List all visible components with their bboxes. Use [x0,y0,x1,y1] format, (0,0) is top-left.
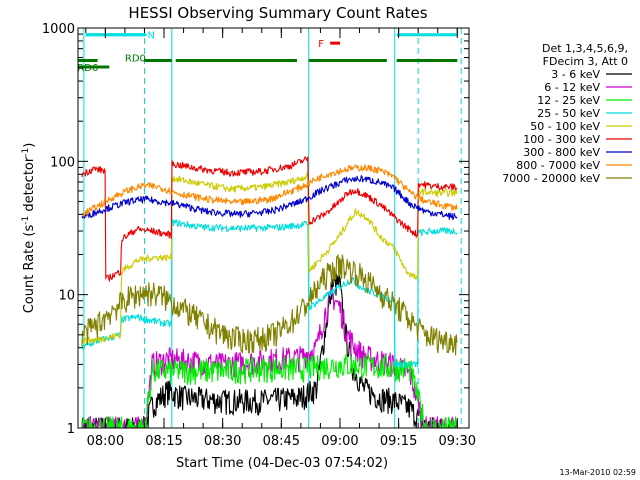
y-tick-label: 10 [58,289,75,304]
status-label-0: RD0 [125,54,146,65]
series-line-3 [81,218,458,369]
series-line-0 [81,273,458,429]
footer-timestamp: 13-Mar-2010 02:59 [560,468,637,477]
legend-label-6: 300 - 800 keV [523,146,600,159]
series-line-5 [81,156,458,282]
y-tick-label: 100 [50,155,75,170]
legend-label-5: 100 - 300 keV [523,133,600,146]
data-series [81,156,458,429]
status-label-1: RD6 [77,63,98,74]
legend-label-8: 7000 - 20000 keV [502,172,600,185]
series-line-1 [81,286,458,429]
y-axis-label: Count Rate (s-1 detector-1) [21,143,37,314]
y-axis: 1 10 100 1000 [42,22,469,437]
annotation-label-1: F [318,39,324,50]
legend-label-1: 6 - 12 keV [544,81,600,94]
x-tick-label: 09:30 [439,434,476,449]
y-tick-label: 1 [67,422,75,437]
legend-label-3: 25 - 50 keV [537,107,600,120]
legend-label-0: 3 - 6 keV [551,68,600,81]
legend-label-4: 50 - 100 keV [530,120,600,133]
legend-header-0: Det 1,3,4,5,6,9, [542,42,628,55]
status-bars: N F RD0 RD6 [77,31,458,74]
legend-label-2: 12 - 25 keV [537,94,600,107]
x-tick-label: 09:15 [380,434,417,449]
x-axis: 08:00 08:15 08:30 08:45 09:00 09:15 09:30 [85,28,476,449]
x-tick-label: 08:15 [145,434,182,449]
plot-frame [77,27,470,429]
x-tick-label: 08:45 [263,434,300,449]
series-line-7 [81,164,458,217]
chart-title: HESSI Observing Summary Count Rates [128,4,427,22]
legend-label-7: 800 - 7000 keV [516,159,600,172]
y-tick-label: 1000 [42,22,75,37]
x-axis-label: Start Time (04-Dec-03 07:54:02) [176,456,388,471]
series-line-4 [81,172,458,345]
series-line-6 [81,175,458,220]
x-tick-label: 08:00 [87,434,124,449]
legend-header-1: FDecim 3, Att 0 [543,55,628,68]
legend: Det 1,3,4,5,6,9,FDecim 3, Att 03 - 6 keV… [502,42,632,185]
x-tick-label: 09:00 [321,434,358,449]
annotation-label-0: N [147,31,154,42]
series-line-8 [81,254,458,356]
x-tick-label: 08:30 [204,434,241,449]
